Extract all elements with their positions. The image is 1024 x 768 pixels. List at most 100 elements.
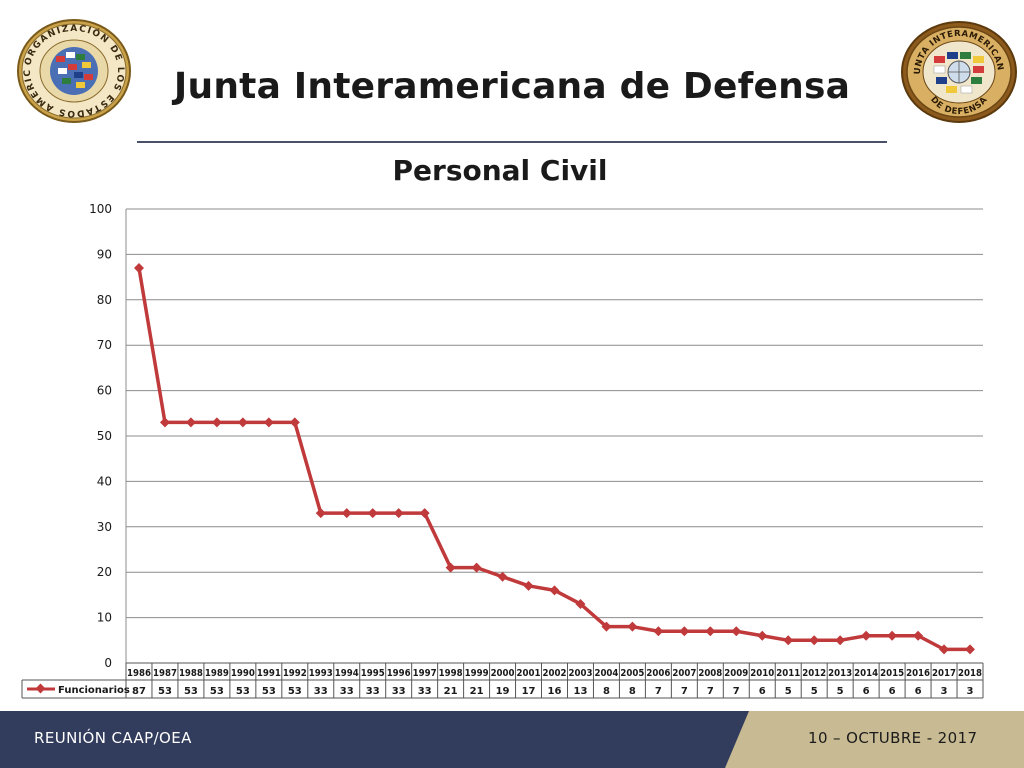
x-category-label: 1989: [205, 668, 229, 679]
data-value-label: 6: [759, 686, 766, 697]
data-point: [237, 417, 248, 428]
data-point: [315, 508, 326, 519]
data-point: [185, 417, 196, 428]
data-point: [289, 417, 300, 428]
data-point: [549, 585, 560, 596]
data-value-label: 19: [496, 686, 510, 697]
data-value-label: 3: [941, 686, 948, 697]
data-value-label: 53: [184, 686, 198, 697]
data-point: [913, 630, 924, 641]
x-category-label: 1995: [361, 668, 385, 679]
data-point: [419, 508, 430, 519]
footer-meeting-label: REUNIÓN CAAP/OEA: [34, 729, 192, 747]
data-point: [653, 626, 664, 637]
data-point: [809, 635, 820, 646]
data-point: [939, 644, 950, 655]
data-value-label: 8: [629, 686, 636, 697]
data-value-label: 53: [288, 686, 302, 697]
data-point: [783, 635, 794, 646]
data-value-label: 53: [158, 686, 172, 697]
data-point: [159, 417, 170, 428]
x-category-label: 2013: [828, 668, 852, 679]
data-point: [523, 580, 534, 591]
data-value-label: 87: [132, 686, 146, 697]
y-tick-label: 60: [97, 384, 112, 398]
y-tick-label: 100: [89, 202, 112, 216]
oas-seal-logo: ORGANIZACIÓN DE LOS ESTADOS AMERICANOS: [16, 18, 132, 124]
x-category-label: 2004: [594, 668, 618, 679]
data-point: [679, 626, 690, 637]
x-category-label: 1997: [413, 668, 437, 679]
data-point: [211, 417, 222, 428]
x-category-label: 2006: [646, 668, 670, 679]
data-point: [861, 630, 872, 641]
x-category-label: 1990: [231, 668, 255, 679]
footer-accent: [725, 711, 1024, 768]
x-category-label: 1987: [153, 668, 177, 679]
iadb-seal-logo: JUNTA INTERAMERICANA DE DEFENSA: [900, 20, 1018, 124]
y-tick-label: 10: [97, 611, 112, 625]
x-category-label: 1994: [335, 668, 359, 679]
oas-seal-icon: ORGANIZACIÓN DE LOS ESTADOS AMERICANOS: [16, 18, 131, 123]
data-point: [575, 598, 586, 609]
y-tick-label: 70: [97, 338, 112, 352]
data-point: [133, 263, 144, 274]
data-point: [887, 630, 898, 641]
data-point: [705, 626, 716, 637]
data-value-label: 8: [603, 686, 610, 697]
x-category-label: 2010: [750, 668, 774, 679]
iadb-seal-icon: JUNTA INTERAMERICANA DE DEFENSA: [900, 20, 1017, 123]
data-value-label: 7: [733, 686, 740, 697]
x-category-label: 2007: [672, 668, 696, 679]
data-value-label: 33: [340, 686, 354, 697]
x-category-label: 1998: [439, 668, 463, 679]
x-category-label: 1986: [127, 668, 151, 679]
x-category-label: 1999: [465, 668, 489, 679]
data-point: [627, 621, 638, 632]
data-point: [835, 635, 846, 646]
data-point: [497, 571, 508, 582]
x-category-label: 2015: [880, 668, 904, 679]
x-category-label: 2018: [958, 668, 982, 679]
x-category-label: 1992: [283, 668, 307, 679]
data-value-label: 13: [574, 686, 588, 697]
data-value-label: 33: [314, 686, 328, 697]
footer-date: 10 – OCTUBRE - 2017: [808, 729, 978, 747]
x-category-label: 2017: [932, 668, 956, 679]
data-value-label: 7: [681, 686, 688, 697]
data-value-label: 6: [863, 686, 870, 697]
x-category-label: 2014: [854, 668, 878, 679]
data-value-label: 17: [522, 686, 536, 697]
x-category-label: 2008: [698, 668, 722, 679]
y-tick-label: 50: [97, 429, 112, 443]
data-value-label: 53: [236, 686, 250, 697]
legend-marker: [35, 683, 46, 694]
data-point: [367, 508, 378, 519]
data-value-label: 33: [392, 686, 406, 697]
x-category-label: 2009: [724, 668, 748, 679]
x-category-label: 1993: [309, 668, 333, 679]
x-category-label: 1991: [257, 668, 281, 679]
x-category-label: 1996: [387, 668, 411, 679]
y-tick-label: 90: [97, 247, 112, 261]
data-point: [731, 626, 742, 637]
data-value-label: 21: [470, 686, 484, 697]
data-value-label: 6: [889, 686, 896, 697]
y-tick-label: 80: [97, 293, 112, 307]
y-tick-label: 20: [97, 565, 112, 579]
data-value-label: 33: [366, 686, 380, 697]
data-value-label: 21: [444, 686, 458, 697]
chart-title: Personal Civil: [392, 154, 608, 187]
data-point: [341, 508, 352, 519]
data-value-label: 33: [418, 686, 432, 697]
data-point: [471, 562, 482, 573]
y-tick-label: 40: [97, 474, 112, 488]
x-category-label: 2011: [776, 668, 800, 679]
title-divider: [137, 141, 887, 143]
data-value-label: 53: [262, 686, 276, 697]
data-value-label: 5: [785, 686, 792, 697]
x-category-label: 2000: [491, 668, 515, 679]
y-tick-label: 0: [104, 656, 112, 670]
data-point: [757, 630, 768, 641]
